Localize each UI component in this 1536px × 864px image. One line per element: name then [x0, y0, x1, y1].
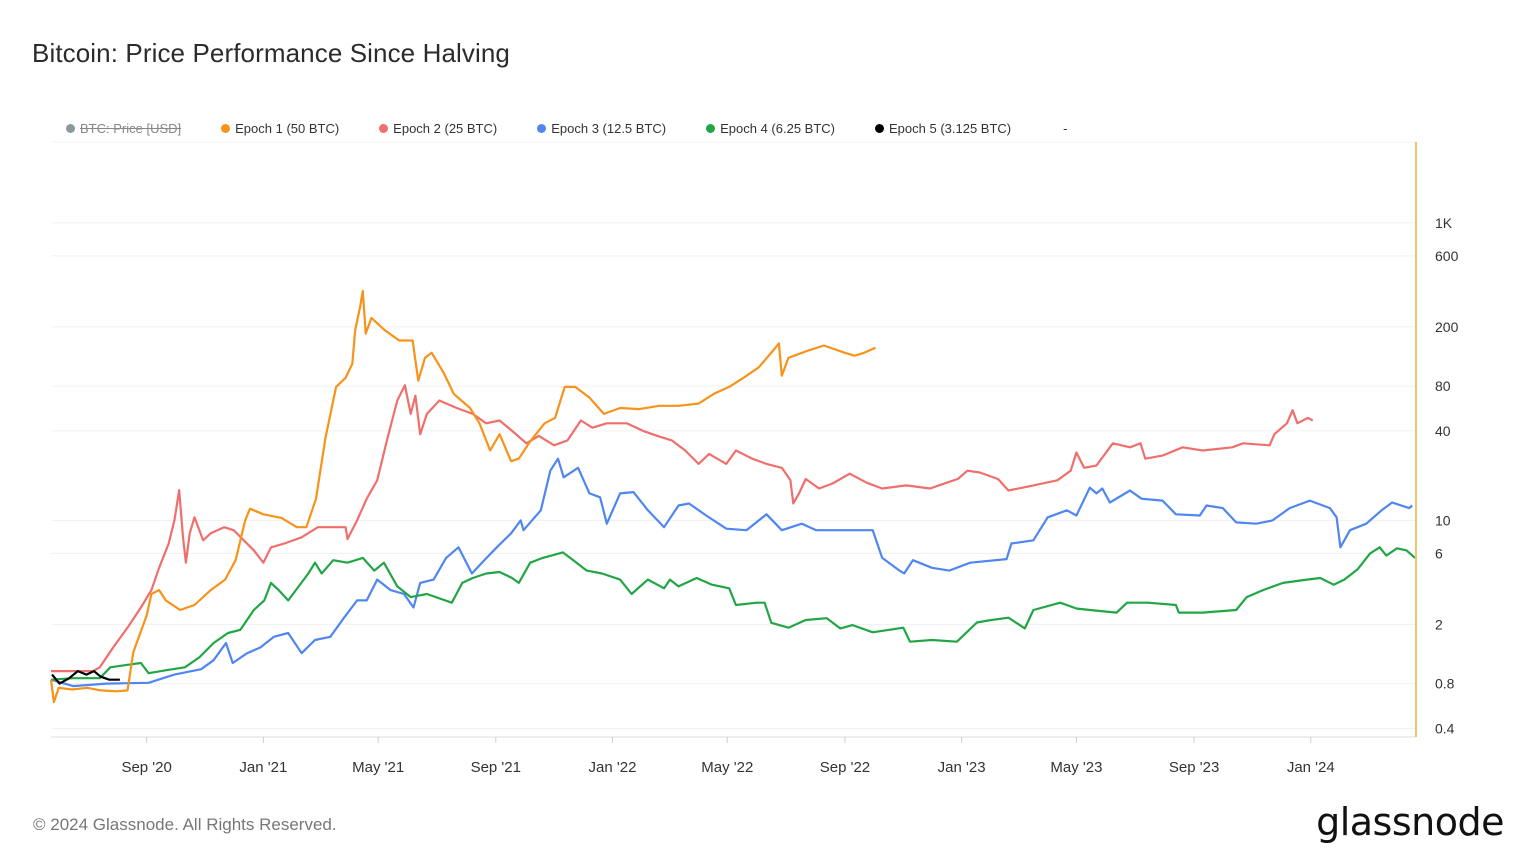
series-line-epoch-4	[50, 546, 1416, 681]
series-group	[49, 289, 1416, 704]
legend-dot-icon	[537, 123, 547, 133]
legend-label: Epoch 5 (3.125 BTC)	[889, 120, 1012, 136]
y-tick-label: 40	[1435, 423, 1451, 439]
legend-label: Epoch 4 (6.25 BTC)	[720, 120, 835, 136]
series-line-epoch-5	[51, 670, 120, 685]
x-tick-label: Jan '22	[589, 759, 637, 776]
legend-item-epoch-5[interactable]: Epoch 5 (3.125 BTC)	[875, 121, 1011, 136]
legend-dot-icon	[379, 123, 389, 133]
legend: BTC: Price [USD] Epoch 1 (50 BTC) Epoch …	[66, 119, 1107, 137]
y-tick-label: 200	[1435, 319, 1459, 335]
x-tick-label: Jan '23	[938, 759, 986, 776]
legend-dot-icon	[221, 123, 231, 133]
copyright: © 2024 Glassnode. All Rights Reserved.	[33, 815, 337, 834]
x-axis: Sep '20 Jan '21 May '21 Sep '21 Jan '22 May '…	[51, 736, 1416, 776]
series-line-epoch-3	[50, 457, 1413, 688]
x-tick-label: Jan '21	[239, 759, 287, 776]
x-tick-label: Jan '24	[1287, 759, 1335, 776]
legend-dot-icon	[706, 123, 716, 133]
y-tick-label: 1K	[1435, 215, 1453, 231]
legend-item-epoch-1[interactable]: Epoch 1 (50 BTC)	[221, 121, 339, 136]
legend-item-epoch-3[interactable]: Epoch 3 (12.5 BTC)	[537, 121, 666, 136]
legend-dot-icon	[875, 123, 884, 133]
x-tick-label: Sep '20	[121, 759, 171, 776]
x-tick-label: Sep '23	[1169, 759, 1219, 776]
chart-title: Bitcoin: Price Performance Since Halving	[32, 38, 510, 68]
x-tick-label: Sep '22	[820, 759, 870, 776]
y-axis: 0.4 0.8 2 6 10 40 80 200 600 1K	[1435, 215, 1459, 736]
legend-dot-icon	[66, 123, 75, 133]
legend-label: Epoch 1 (50 BTC)	[235, 120, 340, 136]
x-tick-label: May '23	[1050, 759, 1102, 776]
y-tick-label: 6	[1435, 545, 1443, 561]
y-tick-label: 2	[1435, 616, 1443, 632]
series-line-epoch-1	[49, 289, 876, 704]
legend-item-epoch-4[interactable]: Epoch 4 (6.25 BTC)	[706, 121, 835, 136]
legend-label: -	[1063, 120, 1068, 136]
y-tick-label: 0.8	[1435, 676, 1455, 692]
x-tick-label: May '22	[701, 759, 753, 776]
legend-item-epoch-2[interactable]: Epoch 2 (25 BTC)	[379, 121, 497, 136]
legend-item-btc-price[interactable]: BTC: Price [USD]	[66, 121, 181, 136]
legend-label: Epoch 2 (25 BTC)	[393, 120, 498, 136]
legend-label: Epoch 3 (12.5 BTC)	[551, 120, 667, 136]
y-tick-label: 600	[1435, 248, 1459, 264]
glassnode-logo: glassnode	[1316, 800, 1504, 844]
series-line-epoch-2	[51, 384, 1314, 673]
y-tick-label: 80	[1435, 378, 1451, 394]
x-tick-label: May '21	[352, 759, 404, 776]
y-tick-label: 10	[1435, 512, 1451, 528]
legend-item-extra[interactable]: -	[1063, 121, 1067, 136]
x-tick-label: Sep '21	[471, 759, 521, 776]
y-tick-label: 0.4	[1435, 720, 1455, 736]
legend-label: BTC: Price [USD]	[80, 120, 182, 136]
grid-lines	[51, 141, 1416, 729]
